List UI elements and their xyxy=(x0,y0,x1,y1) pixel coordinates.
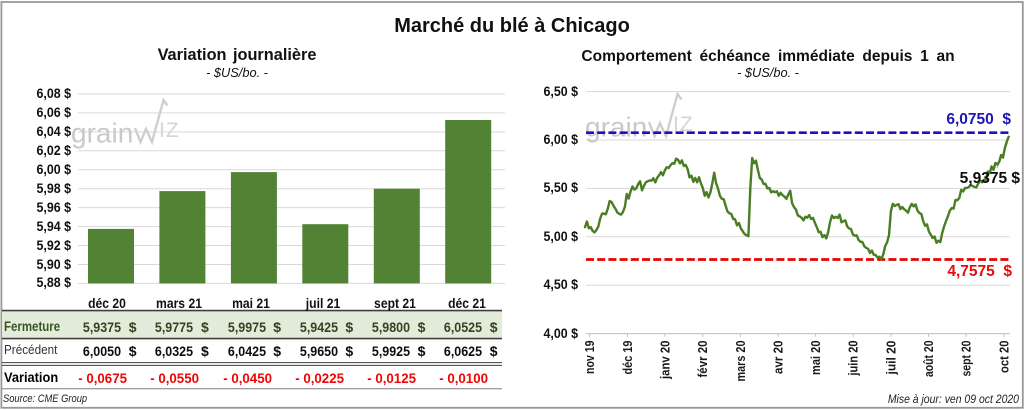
svg-text:grain: grain xyxy=(585,112,647,143)
svg-text:déc 19: déc 19 xyxy=(620,341,635,375)
svg-text:nov 19: nov 19 xyxy=(582,341,597,375)
svg-text:juil 20: juil 20 xyxy=(883,341,898,376)
svg-text:janv 20: janv 20 xyxy=(658,341,673,380)
svg-text:mai 20: mai 20 xyxy=(808,341,823,376)
svg-text:févr 20: févr 20 xyxy=(695,341,710,378)
svg-text:mars 20: mars 20 xyxy=(733,341,748,382)
svg-text:août 20: août 20 xyxy=(921,341,936,378)
svg-text:IZ: IZ xyxy=(673,113,694,136)
svg-text:sept 20: sept 20 xyxy=(959,341,974,377)
svg-text:oct 20: oct 20 xyxy=(996,341,1011,374)
svg-text:avr 20: avr 20 xyxy=(771,341,786,375)
svg-text:IZ: IZ xyxy=(159,119,180,142)
svg-text:grain: grain xyxy=(71,118,133,149)
svg-text:juin 20: juin 20 xyxy=(846,341,861,377)
